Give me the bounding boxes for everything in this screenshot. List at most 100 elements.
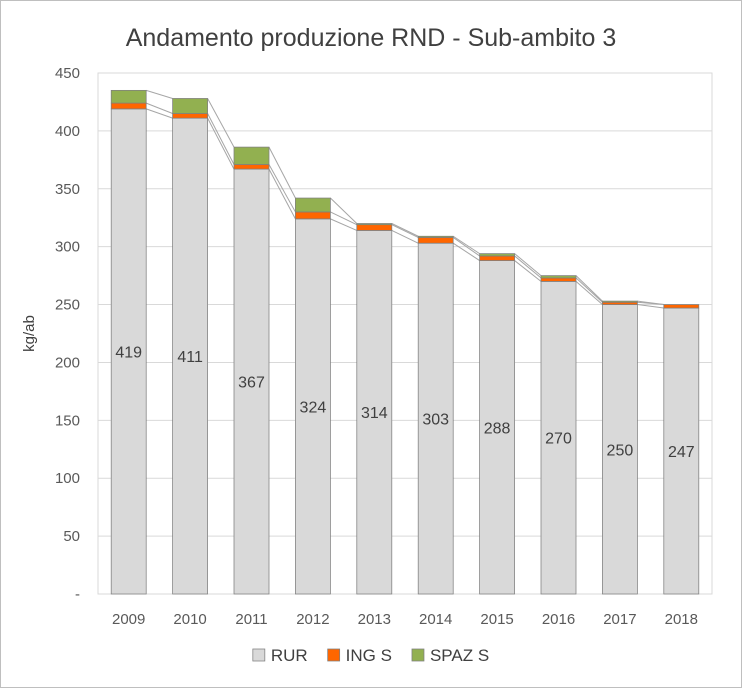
- x-tick-label: 2016: [542, 611, 575, 628]
- bar-spaz-s-2013: [356, 223, 393, 226]
- data-label: 419: [115, 344, 142, 361]
- connector-line-spaz-s: [637, 300, 664, 306]
- connector-line-spaz-s: [391, 223, 419, 237]
- connector-line-spaz-s: [207, 98, 235, 148]
- connector-line-ing-s: [514, 255, 542, 279]
- x-tick-label: 2013: [358, 611, 391, 628]
- bar-spaz-s-2014: [417, 235, 454, 238]
- bars: [110, 89, 700, 595]
- bar-ing-s-2016: [540, 277, 577, 282]
- bar-ing-s-2011: [233, 164, 270, 170]
- data-label: 270: [545, 431, 572, 448]
- connector-line-rur: [452, 242, 480, 261]
- bar-rur-2012: [295, 218, 331, 595]
- bar-spaz-s-2012: [295, 197, 331, 213]
- data-label: 324: [300, 399, 327, 416]
- x-tick-label: 2015: [480, 611, 513, 628]
- y-tick-label: 350: [55, 181, 80, 198]
- connector-line-ing-s: [452, 236, 480, 257]
- connector-line-rur: [391, 230, 419, 244]
- connector-line-ing-s: [575, 277, 603, 303]
- x-tick-label: 2012: [296, 611, 329, 628]
- y-tick-labels: 450 400 350 300 250 200 150 100 50 -: [55, 65, 80, 603]
- connector-line-ing-s: [146, 102, 173, 114]
- bar-ing-s-2014: [417, 237, 454, 244]
- x-tick-label: 2017: [603, 611, 636, 628]
- bar-rur-2015: [479, 260, 515, 595]
- connector-line-rur: [637, 304, 664, 309]
- y-tick-label: -: [75, 586, 80, 603]
- bar-rur-2011: [233, 168, 270, 595]
- y-axis-label: kg/ab: [21, 315, 38, 352]
- bar-ing-s-2009: [110, 102, 147, 110]
- legend-swatch-ing-s: [327, 648, 341, 662]
- connector-line-ing-s: [268, 164, 296, 213]
- x-tick-label: 2010: [173, 611, 206, 628]
- bar-spaz-s-2011: [233, 146, 270, 165]
- connector-line-spaz-s: [330, 197, 358, 224]
- connector-line-spaz-s: [268, 146, 296, 199]
- y-tick-label: 300: [55, 239, 80, 256]
- y-tick-label: 150: [55, 412, 80, 429]
- connector-line-ing-s: [330, 211, 358, 226]
- bar-spaz-s-2010: [172, 98, 208, 114]
- legend-swatch-rur: [252, 648, 266, 662]
- plot-area-border: [97, 72, 713, 595]
- y-tick-label: 50: [63, 528, 80, 545]
- data-labels: 419 411 367 324 314 303 288 270 250 247: [115, 344, 694, 461]
- bar-ing-s-2015: [479, 255, 515, 261]
- bar-rur-2017: [602, 304, 638, 595]
- connector-line-ing-s: [207, 113, 235, 165]
- connector-line-rur: [268, 168, 296, 220]
- data-label: 288: [484, 420, 511, 437]
- connector-line-rur: [330, 218, 358, 231]
- bar-ing-s-2010: [172, 113, 208, 119]
- bar-rur-2016: [540, 281, 577, 595]
- x-tick-label: 2009: [112, 611, 145, 628]
- y-tick-label: 450: [55, 65, 80, 82]
- bar-ing-s-2013: [356, 224, 393, 231]
- connector-line-spaz-s: [575, 275, 603, 302]
- y-tick-label: 100: [55, 470, 80, 487]
- bar-rur-2013: [356, 230, 393, 595]
- y-tick-label: 250: [55, 297, 80, 314]
- connector-line-spaz-s: [452, 235, 480, 255]
- bar-rur-2009: [110, 108, 147, 595]
- x-tick-label: 2011: [235, 611, 267, 628]
- data-label: 303: [422, 412, 449, 429]
- connector-line-rur: [575, 281, 603, 305]
- x-tick-labels: 2009 2010 2011 2012 2013 2014 2015 2016 2017 2018: [112, 611, 698, 628]
- legend-label: RUR: [271, 646, 308, 665]
- bar-rur-2010: [172, 117, 208, 595]
- data-label: 250: [607, 442, 634, 459]
- connector-line-rur: [207, 117, 235, 170]
- x-tick-label: 2018: [665, 611, 698, 628]
- bar-spaz-s-2017: [602, 300, 638, 303]
- data-label: 247: [668, 444, 695, 461]
- connector-line-spaz-s: [146, 89, 173, 99]
- data-label: 367: [238, 375, 265, 392]
- legend-swatch-spaz-s: [411, 648, 425, 662]
- legend-label: ING S: [346, 646, 392, 665]
- y-tick-label: 200: [55, 354, 80, 371]
- legend: RUR ING S SPAZ S: [252, 646, 489, 665]
- connector-line-rur: [514, 260, 542, 282]
- series-connector-lines: [146, 89, 664, 309]
- connector-line-ing-s: [391, 224, 419, 238]
- bar-rur-2014: [417, 242, 454, 595]
- bar-ing-s-2012: [295, 211, 331, 220]
- data-label: 411: [177, 349, 203, 366]
- bar-rur-2018: [663, 307, 700, 595]
- bar-spaz-s-2009: [110, 89, 147, 104]
- legend-label: SPAZ S: [430, 646, 489, 665]
- connector-line-rur: [146, 108, 173, 119]
- chart-title: Andamento produzione RND - Sub-ambito 3: [126, 24, 617, 52]
- data-label: 314: [361, 405, 388, 422]
- y-tick-label: 400: [55, 123, 80, 140]
- x-tick-label: 2014: [419, 611, 452, 628]
- bar-spaz-s-2016: [540, 275, 577, 279]
- connector-line-spaz-s: [514, 253, 542, 276]
- bar-ing-s-2018: [663, 304, 700, 309]
- bar-spaz-s-2015: [479, 253, 515, 257]
